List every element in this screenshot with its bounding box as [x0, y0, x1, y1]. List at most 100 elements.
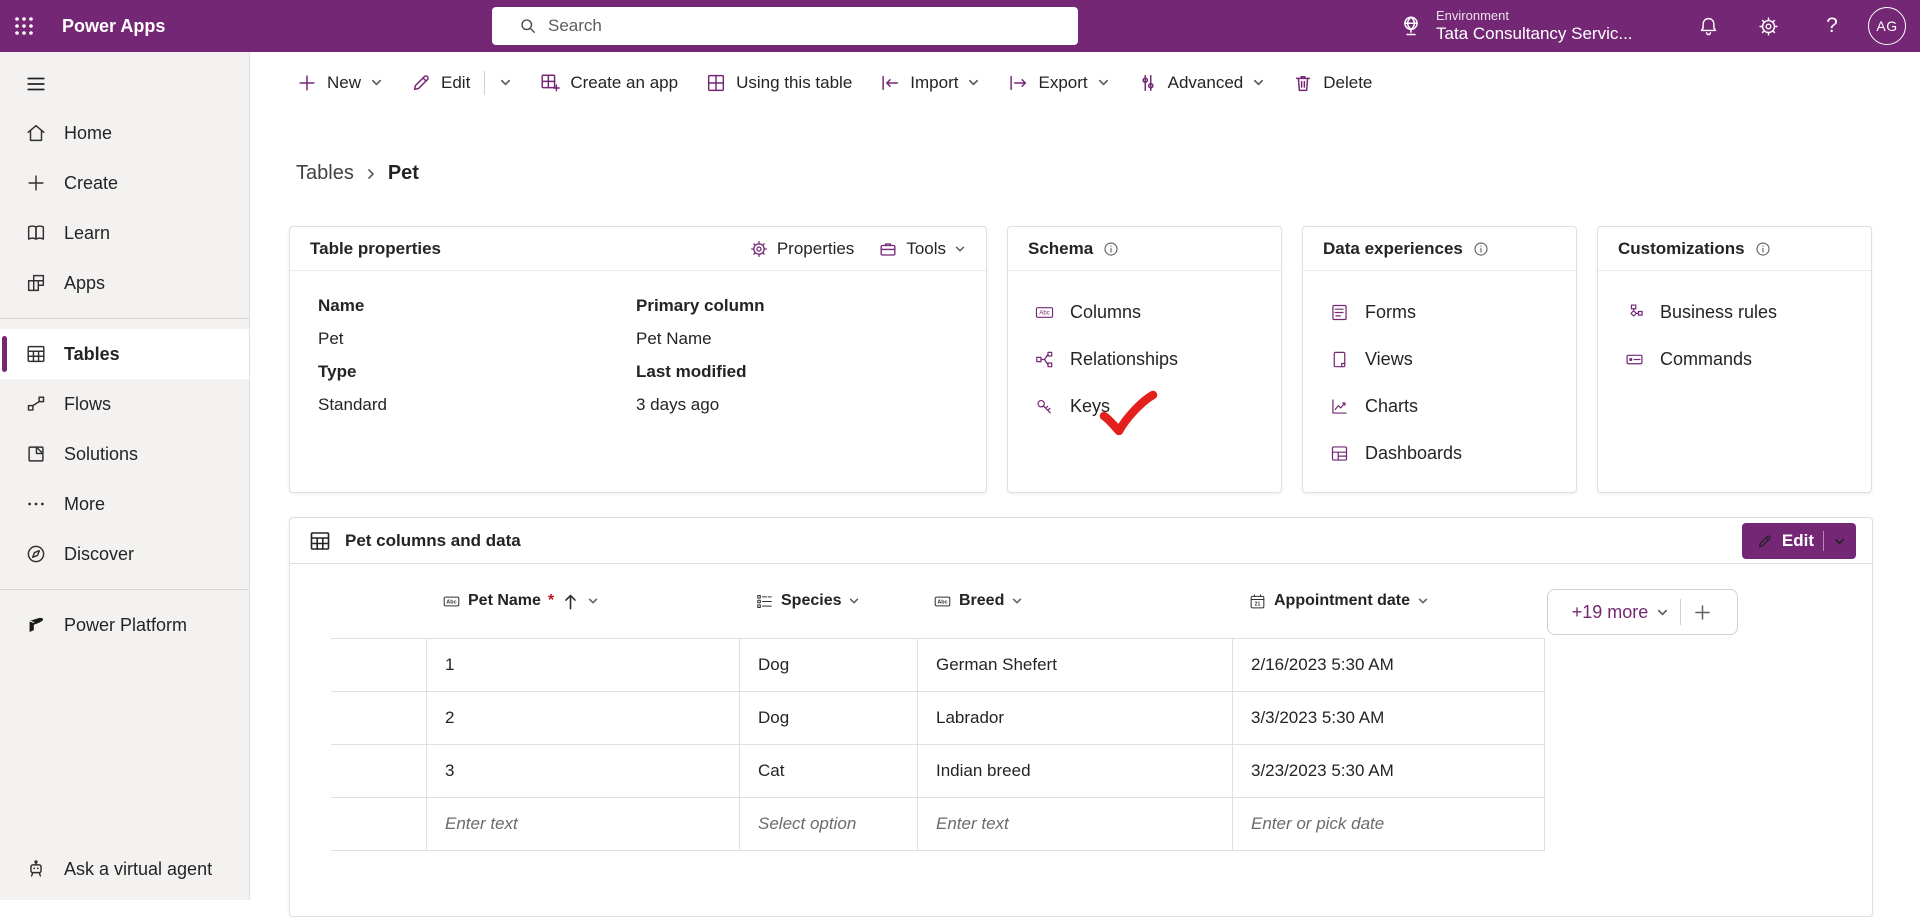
new-button[interactable]: New — [296, 72, 383, 94]
help-button[interactable]: ? — [1810, 0, 1854, 52]
breadcrumb-current: Pet — [387, 162, 419, 184]
using-this-table-button[interactable]: Using this table — [705, 72, 852, 94]
environment-name: Tata Consultancy Servic... — [1436, 23, 1633, 43]
account-avatar[interactable]: AG — [1868, 7, 1906, 45]
more-columns-button[interactable]: +19 more — [1572, 602, 1670, 623]
sidebar-divider — [0, 589, 249, 590]
create-an-app-button[interactable]: Create an app — [539, 72, 678, 94]
column-header-pet-name[interactable]: Abc Pet Name * — [426, 592, 739, 611]
info-icon[interactable] — [1102, 240, 1120, 258]
power-platform-icon — [29, 617, 44, 632]
business-rules-link[interactable]: Business rules — [1598, 289, 1871, 336]
card-title: Schema — [1028, 238, 1094, 258]
sidebar-item-virtual-agent[interactable]: Ask a virtual agent — [0, 844, 249, 894]
cell-pet-name[interactable]: 2 — [426, 692, 739, 744]
data-grid: Abc Pet Name * Species — [331, 564, 1545, 851]
info-icon[interactable] — [1754, 240, 1772, 258]
sidebar-item-apps[interactable]: Apps — [0, 258, 249, 308]
sidebar-item-tables[interactable]: Tables — [0, 329, 249, 379]
advanced-button[interactable]: Advanced — [1137, 72, 1266, 94]
schema-keys-link[interactable]: Keys — [1008, 383, 1281, 436]
app-launcher-button[interactable] — [0, 0, 48, 52]
sidebar-item-label: More — [64, 493, 106, 514]
cell-appointment-date[interactable]: 3/3/2023 5:30 AM — [1232, 692, 1545, 744]
charts-link[interactable]: Charts — [1303, 383, 1576, 430]
app-title: Power Apps — [62, 15, 166, 36]
plus-icon — [28, 175, 44, 191]
nav-collapse-button[interactable] — [0, 60, 249, 108]
cell-appointment-date[interactable]: 2/16/2023 5:30 AM — [1232, 639, 1545, 691]
delete-button[interactable]: Delete — [1292, 72, 1372, 94]
cell-breed[interactable]: Labrador — [917, 692, 1232, 744]
choice-list-icon — [757, 594, 772, 608]
question-icon: ? — [1826, 14, 1838, 37]
table-row[interactable]: 3 Cat Indian breed 3/23/2023 5:30 AM — [331, 745, 1545, 798]
chevron-down-icon — [969, 79, 979, 86]
cell-pet-name[interactable]: 1 — [426, 639, 739, 691]
info-icon[interactable] — [1472, 240, 1490, 258]
new-cell-species[interactable]: Select option — [739, 798, 917, 850]
settings-button[interactable] — [1746, 0, 1790, 52]
column-header-appointment-date[interactable]: 21 Appointment date — [1232, 592, 1545, 611]
sidebar-item-home[interactable]: Home — [0, 108, 249, 158]
notifications-button[interactable] — [1686, 0, 1730, 52]
schema-card: Schema Abc Columns — [1007, 226, 1282, 493]
sidebar-item-flows[interactable]: Flows — [0, 379, 249, 429]
card-item-label: Columns — [1070, 302, 1142, 322]
cell-pet-name[interactable]: 3 — [426, 745, 739, 797]
card-item-label: Relationships — [1070, 349, 1179, 369]
cell-species[interactable]: Cat — [739, 745, 917, 797]
schema-relationships-link[interactable]: Relationships — [1008, 336, 1281, 383]
chevron-down-icon[interactable] — [499, 76, 512, 89]
edit-data-button[interactable]: Edit — [1741, 523, 1856, 559]
breadcrumb-tables-link[interactable]: Tables — [296, 162, 354, 184]
column-header-species[interactable]: Species — [739, 592, 917, 611]
edit-button[interactable]: Edit — [410, 70, 512, 95]
cell-breed[interactable]: Indian breed — [917, 745, 1232, 797]
chevron-down-icon — [955, 246, 965, 251]
new-cell-breed[interactable]: Enter text — [917, 798, 1232, 850]
column-header-breed[interactable]: Abc Breed — [917, 592, 1232, 611]
search-input[interactable] — [492, 7, 1078, 45]
sidebar-item-create[interactable]: Create — [0, 158, 249, 208]
views-icon — [1333, 351, 1346, 368]
table-row[interactable]: 2 Dog Labrador 3/3/2023 5:30 AM — [331, 692, 1545, 745]
table-icon — [27, 345, 45, 363]
chevron-down-icon — [1418, 598, 1428, 604]
cell-species[interactable]: Dog — [739, 639, 917, 691]
sidebar-item-solutions[interactable]: Solutions — [0, 429, 249, 479]
sidebar-item-label: Create — [64, 172, 119, 193]
chevron-down-icon[interactable] — [1833, 535, 1846, 548]
commands-link[interactable]: Commands — [1598, 336, 1871, 383]
cell-breed[interactable]: German Shefert — [917, 639, 1232, 691]
views-link[interactable]: Views — [1303, 336, 1576, 383]
dashboards-link[interactable]: Dashboards — [1303, 430, 1576, 477]
import-button[interactable]: Import — [879, 72, 980, 94]
cell-appointment-date[interactable]: 3/23/2023 5:30 AM — [1232, 745, 1545, 797]
chevron-down-icon — [588, 598, 598, 604]
card-item-label: Commands — [1660, 349, 1753, 369]
schema-columns-link[interactable]: Abc Columns — [1008, 289, 1281, 336]
new-cell-pet-name[interactable]: Enter text — [426, 798, 739, 850]
sidebar-item-discover[interactable]: Discover — [0, 529, 249, 579]
cell-species[interactable]: Dog — [739, 692, 917, 744]
sidebar-item-more[interactable]: More — [0, 479, 249, 529]
properties-button[interactable]: Properties — [749, 239, 854, 259]
command-label: Using this table — [736, 72, 853, 92]
environment-picker[interactable]: Environment Tata Consultancy Servic... — [1398, 0, 1633, 52]
add-column-icon[interactable] — [1692, 602, 1713, 623]
sidebar-item-label: Apps — [64, 272, 106, 293]
sidebar-item-learn[interactable]: Learn — [0, 208, 249, 258]
forms-link[interactable]: Forms — [1303, 289, 1576, 336]
field-label: Type — [318, 362, 357, 381]
field-value: 3 days ago — [636, 395, 720, 414]
export-button[interactable]: Export — [1007, 72, 1109, 94]
new-cell-appointment-date[interactable]: Enter or pick date — [1232, 798, 1545, 850]
new-record-row[interactable]: Enter text Select option Enter text Ente… — [331, 798, 1545, 851]
table-row[interactable]: 1 Dog German Shefert 2/16/2023 5:30 AM — [331, 639, 1545, 692]
sidebar-item-power-platform[interactable]: Power Platform — [0, 600, 249, 650]
ellipsis-icon — [28, 502, 44, 506]
tools-button[interactable]: Tools — [878, 239, 966, 259]
sidebar-item-label: Solutions — [64, 443, 139, 464]
compass-icon — [27, 545, 45, 563]
